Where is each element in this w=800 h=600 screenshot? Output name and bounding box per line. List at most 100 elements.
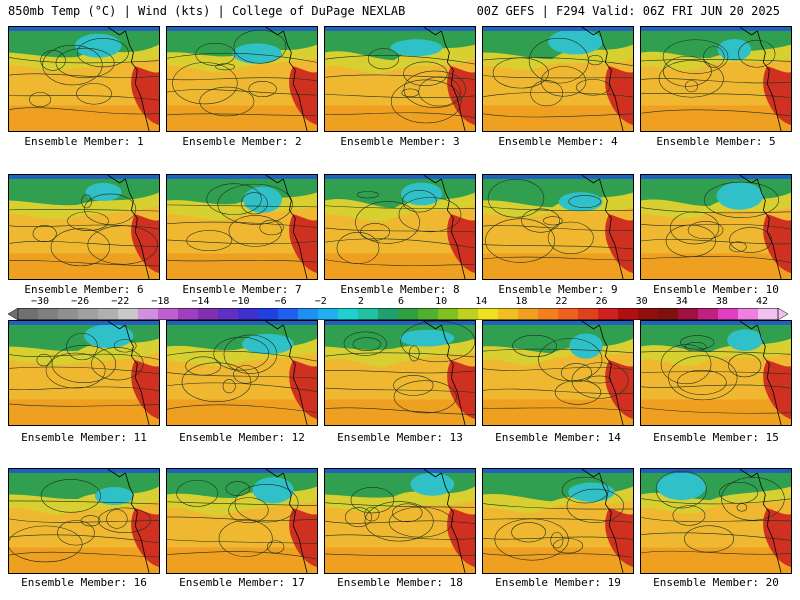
colorbar-tick-label: 30 <box>635 296 648 307</box>
polar-cold-edge <box>483 175 633 179</box>
polar-cold-edge <box>9 469 159 473</box>
hot-continental-region <box>605 508 633 568</box>
height-contour <box>66 332 98 361</box>
hot-continental-region <box>289 508 317 568</box>
height-contour <box>325 553 475 556</box>
colorbar-tick-label: −30 <box>30 296 50 307</box>
height-contour <box>364 501 434 542</box>
colorbar-tick-label: 38 <box>715 296 728 307</box>
cold-trough-lobe <box>399 329 455 347</box>
height-contour <box>217 183 293 225</box>
colorbar-swatch <box>698 308 719 320</box>
coastline <box>125 324 150 425</box>
height-contour <box>641 498 791 505</box>
colorbar-swatch <box>538 308 559 320</box>
ensemble-member-caption: Ensemble Member: 18 <box>337 576 463 589</box>
height-contour <box>57 520 95 546</box>
colorbar-swatch <box>118 308 139 320</box>
height-contour <box>662 39 729 74</box>
ensemble-member-caption: Ensemble Member: 11 <box>21 431 147 444</box>
height-contour <box>9 518 159 523</box>
colorbar-tick-label: −26 <box>71 296 90 307</box>
height-contour <box>50 228 110 267</box>
ensemble-map-panel-17 <box>166 468 318 574</box>
height-contour <box>641 223 791 230</box>
cold-trough-lobe <box>717 38 752 61</box>
coastline <box>739 321 758 330</box>
colorbar-swatch <box>498 308 519 320</box>
header-run-info: 00Z GEFS | F294 Valid: 06Z FRI JUN 20 20… <box>476 4 780 18</box>
height-contour <box>172 62 238 105</box>
colorbar-swatch <box>738 308 759 320</box>
ensemble-map-panel-7 <box>166 174 318 280</box>
height-contour <box>248 81 277 97</box>
ensemble-map-panel-18 <box>324 468 476 574</box>
height-contour <box>325 238 475 249</box>
ensemble-map-panel-9 <box>482 174 634 280</box>
height-contour <box>483 206 633 211</box>
ensemble-map-panel-13 <box>324 320 476 426</box>
height-contour <box>703 181 779 218</box>
colorbar-swatch <box>718 308 739 320</box>
height-contour <box>672 505 706 526</box>
height-contour <box>684 525 735 553</box>
height-contour <box>483 113 633 118</box>
height-contour <box>45 352 106 389</box>
height-contour <box>167 501 317 506</box>
hot-continental-region <box>763 508 791 568</box>
colorbar-swatch <box>398 308 419 320</box>
height-contour <box>398 197 462 233</box>
coastline <box>265 175 284 184</box>
height-contour <box>485 218 556 263</box>
coastline <box>283 472 308 573</box>
height-contour <box>167 204 317 208</box>
subtropical-field <box>483 105 633 131</box>
polar-cold-edge <box>641 175 791 179</box>
subtropical-field <box>167 253 317 279</box>
temperature-field-map <box>325 175 475 279</box>
height-contour <box>511 522 546 543</box>
coastline <box>423 469 442 478</box>
cold-trough-lobe <box>410 472 455 496</box>
height-contour <box>167 372 317 379</box>
cold-trough-lobe <box>401 182 443 206</box>
colorbar-max-arrow <box>777 308 788 320</box>
ensemble-member-caption: Ensemble Member: 12 <box>179 431 305 444</box>
coastline <box>739 27 758 36</box>
coastline <box>283 324 308 425</box>
subtropical-field <box>167 105 317 131</box>
height-contour <box>641 550 791 555</box>
ensemble-map-panel-6 <box>8 174 160 280</box>
height-contour <box>51 345 117 383</box>
cool-airmass <box>9 175 159 206</box>
height-contour <box>9 107 159 115</box>
height-contour <box>325 520 475 524</box>
height-contour <box>550 532 564 549</box>
cold-trough-lobe <box>94 487 134 506</box>
ensemble-member-caption: Ensemble Member: 10 <box>653 283 779 296</box>
cold-trough-lobe <box>656 472 706 501</box>
coastline <box>581 175 600 184</box>
coastline <box>581 27 600 36</box>
height-contour <box>9 241 159 247</box>
height-contour <box>641 532 791 541</box>
height-contour <box>9 500 159 505</box>
ensemble-map-panel-10 <box>640 174 792 280</box>
ensemble-member-caption: Ensemble Member: 17 <box>179 576 305 589</box>
hot-continental-region <box>131 214 159 274</box>
colorbar-swatch <box>478 308 499 320</box>
height-contour <box>167 539 317 544</box>
height-contour <box>736 503 748 512</box>
height-contour <box>393 380 457 414</box>
height-contour <box>259 219 284 236</box>
colorbar-swatch <box>198 308 219 320</box>
ensemble-member-caption: Ensemble Member: 14 <box>495 431 621 444</box>
cold-trough-lobe <box>74 33 122 58</box>
height-contour <box>325 227 475 233</box>
height-contour <box>660 344 712 385</box>
height-contour <box>325 94 475 98</box>
height-contour <box>402 189 437 213</box>
height-contour <box>233 365 259 384</box>
height-contour <box>29 92 52 108</box>
height-contour <box>703 46 725 68</box>
